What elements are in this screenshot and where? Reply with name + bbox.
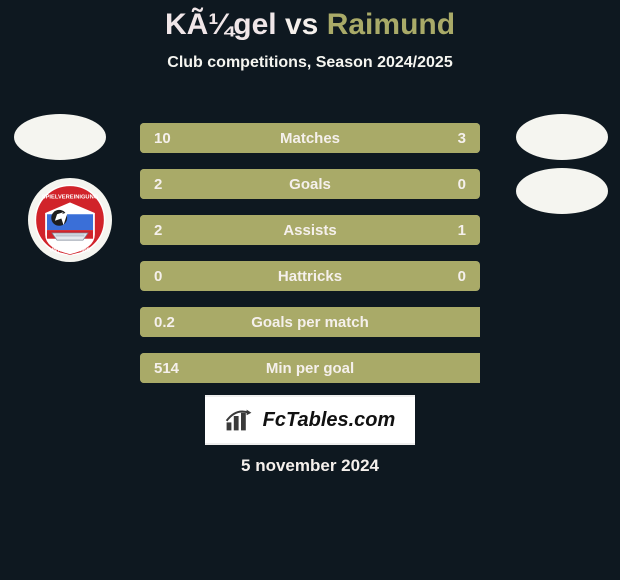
vs-text: vs <box>285 8 318 41</box>
stat-value-b: 3 <box>458 130 466 147</box>
stat-value-b: 0 <box>458 176 466 193</box>
fctables-icon <box>225 408 257 432</box>
stat-row: 2Assists1 <box>140 215 480 245</box>
stats-bars: 10Matches32Goals02Assists10Hattricks00.2… <box>140 123 480 399</box>
player-a-name: KÃ¼gel <box>165 8 277 41</box>
stat-value-b: 0 <box>458 268 466 285</box>
date-text: 5 november 2024 <box>0 456 620 476</box>
player-b-badge <box>516 114 608 160</box>
subtitle-text: Club competitions, Season 2024/2025 <box>0 54 620 72</box>
stat-label: Hattricks <box>140 268 480 285</box>
stat-label: Min per goal <box>140 360 480 377</box>
page-title: KÃ¼gel vs Raimund <box>0 0 620 42</box>
club-crest-icon: SPIELVEREINIGUNG UNTERHACHING <box>34 184 106 256</box>
svg-text:SPIELVEREINIGUNG: SPIELVEREINIGUNG <box>42 194 99 200</box>
player-b-club-badge <box>516 168 608 214</box>
stat-row: 0.2Goals per match <box>140 307 480 337</box>
stat-label: Assists <box>140 222 480 239</box>
stat-label: Matches <box>140 130 480 147</box>
player-b-name: Raimund <box>327 8 455 41</box>
svg-text:UNTERHACHING: UNTERHACHING <box>50 248 91 254</box>
branding-text: FcTables.com <box>263 409 396 432</box>
stat-row: 10Matches3 <box>140 123 480 153</box>
branding-box: FcTables.com <box>205 395 415 445</box>
stat-row: 2Goals0 <box>140 169 480 199</box>
stat-row: 0Hattricks0 <box>140 261 480 291</box>
stat-row: 514Min per goal <box>140 353 480 383</box>
stat-label: Goals <box>140 176 480 193</box>
stat-label: Goals per match <box>140 314 480 331</box>
player-a-badge <box>14 114 106 160</box>
club-logo: SPIELVEREINIGUNG UNTERHACHING <box>28 178 112 262</box>
stat-value-b: 1 <box>458 222 466 239</box>
